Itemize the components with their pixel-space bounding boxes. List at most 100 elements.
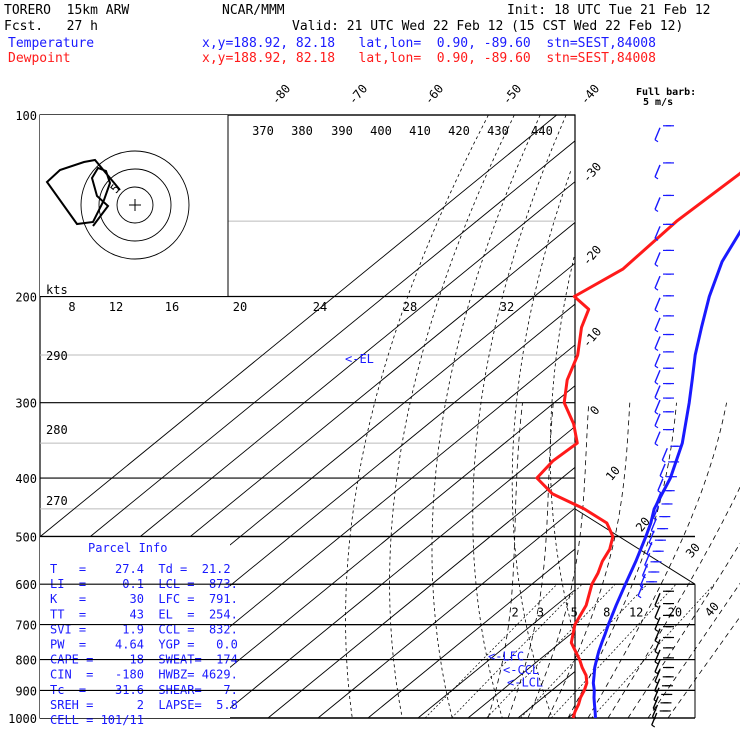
pressure-label-800: 800 <box>15 654 37 668</box>
level-marker-lcl: <-LCL <box>507 675 543 689</box>
parcel-row: SREH = 2 LAPSE= 5.8 <box>50 698 238 712</box>
speed-label: 32 <box>500 300 514 314</box>
isotherm <box>317 507 576 719</box>
pressure-label-200: 200 <box>15 291 37 305</box>
parcel-row: Tc = 31.6 SHEAR= 7. <box>50 683 238 697</box>
wind-barb-flag <box>654 139 659 143</box>
wind-barb-staff <box>657 478 664 491</box>
speed-unit-label: kts <box>46 283 68 297</box>
wind-barb-flag <box>654 661 659 665</box>
wind-barb-staff <box>654 678 661 692</box>
speed-label: 24 <box>313 300 327 314</box>
isotherm-label: 0 <box>587 403 602 418</box>
wind-barb-staff <box>654 275 661 289</box>
wind-barb-flag <box>654 176 659 180</box>
mixing-ratio-label: 20 <box>668 606 682 620</box>
location-info-dew: x,y=188.92, 82.18 lat,lon= 0.90, -89.60 … <box>202 51 656 66</box>
theta-label: 400 <box>370 124 392 138</box>
isotherm <box>217 426 576 719</box>
wind-barb-staff <box>654 297 661 311</box>
wind-barb-staff <box>654 252 661 265</box>
parcel-row: TT = 43 EL = 254. <box>50 607 238 621</box>
wind-barb-flag <box>657 490 662 494</box>
wind-barb-flag <box>654 443 659 447</box>
wind-barb-flag <box>654 411 659 415</box>
mixing-ratio-lines <box>424 583 715 719</box>
mixing-ratio-line <box>451 583 583 719</box>
wind-barb-staff <box>654 336 661 349</box>
wind-barb-flag <box>651 724 656 728</box>
mixing-ratio-line <box>424 583 558 719</box>
valid-time: Valid: 21 UTC Wed 22 Feb 12 (15 CST Wed … <box>292 19 684 34</box>
wind-barb-staff <box>637 583 644 597</box>
wind-barb-staff <box>651 704 659 718</box>
mixing-ratio-label: 8 <box>603 606 610 620</box>
wind-barb-staff <box>639 573 646 587</box>
parcel-row: T = 27.4 Td = 21.2 <box>50 562 231 576</box>
pressure-label-400: 400 <box>15 472 37 486</box>
wind-barb-staff <box>654 226 661 239</box>
frame-wedge <box>574 508 696 585</box>
speed-label: 8 <box>68 300 75 314</box>
moist-adiabat <box>587 402 727 719</box>
dry-adiabats <box>345 114 576 719</box>
dry-adiabat <box>511 171 571 719</box>
isotherm <box>39 140 576 578</box>
isotherm <box>167 385 576 719</box>
mixing-ratio-line <box>486 583 616 719</box>
hodograph-ring <box>98 168 172 242</box>
pressure-label-700: 700 <box>15 619 37 633</box>
isotherm-label: 30 <box>683 540 703 560</box>
moist-adiabat <box>527 402 590 719</box>
dry-adiabat <box>472 114 567 719</box>
isotherm <box>417 589 576 719</box>
wind-barb-flag <box>654 381 659 385</box>
wind-barb-flag <box>654 671 659 675</box>
parcel-box <box>40 536 230 718</box>
wind-barb-staff <box>654 592 661 606</box>
wind-barb-staff <box>650 518 657 531</box>
parcel-row: SVI = 1.9 CCL = 832. <box>50 622 238 636</box>
isotherm-label: -30 <box>580 160 605 186</box>
theta-label: 410 <box>409 124 431 138</box>
height-label: 280 <box>46 423 68 437</box>
level-marker-el: <-EL <box>345 352 374 366</box>
mixing-ratio-line <box>591 583 715 719</box>
isotherm <box>39 114 557 538</box>
wind-barb-flag <box>654 329 659 333</box>
theta-label: 370 <box>252 124 274 138</box>
dewpoint-legend: Dewpoint <box>8 51 71 66</box>
dry-adiabat <box>431 114 541 719</box>
mixing-ratio-label: 3 <box>537 606 544 620</box>
wind-barb-flag <box>654 263 659 267</box>
wind-barb-flag <box>661 459 666 463</box>
init-time: Init: 18 UTC Tue 21 Feb 12 <box>507 3 711 18</box>
parcel-row: CELL = 101/11 <box>50 713 144 727</box>
wind-barb-flag <box>654 208 659 212</box>
mixing-ratio-label: 12 <box>629 606 643 620</box>
isotherm-label: -70 <box>346 82 371 108</box>
parcel-row: PW = 4.64 YGP = 0.0 <box>50 638 238 652</box>
mixing-ratio-line <box>550 583 677 719</box>
wind-barb-flag <box>654 237 659 241</box>
theta-label: 390 <box>331 124 353 138</box>
level-marker-ccl: <-CCL <box>503 663 539 677</box>
wind-barb-flag <box>654 651 659 654</box>
wind-barb-flag <box>654 640 659 644</box>
wind-barb-staff <box>652 505 660 519</box>
speed-label: 16 <box>165 300 179 314</box>
wind-barb-staff <box>654 399 661 413</box>
wind-barb-flag <box>654 425 659 429</box>
isotherm <box>467 630 576 719</box>
level-marker-lfc: <-LFC <box>488 650 524 664</box>
hodograph-trace <box>45 158 121 227</box>
theta-label: 420 <box>448 124 470 138</box>
wind-barb-flag <box>654 617 659 621</box>
wind-barb-staff <box>653 687 660 701</box>
parcel-row: K = 30 LFC = 791. <box>50 592 238 606</box>
moist-adiabat <box>547 402 631 719</box>
wind-barb-staff <box>652 696 659 709</box>
speed-label: 28 <box>403 300 417 314</box>
theta-label: 430 <box>487 124 509 138</box>
wind-barb-staff <box>651 712 658 726</box>
